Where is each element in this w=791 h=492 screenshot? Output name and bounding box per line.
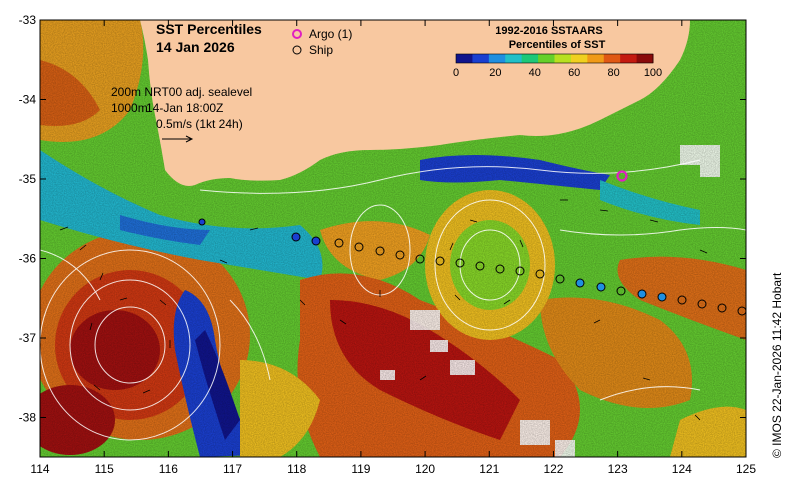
map-frame [39, 19, 747, 458]
y-tick-label: -35 [19, 172, 37, 186]
y-tick-label: -38 [19, 411, 37, 425]
ship-position [435, 256, 445, 266]
ship-position [697, 299, 707, 309]
ship-position [334, 238, 344, 248]
x-tick-label: 114 [30, 462, 49, 476]
colorbar-swatch [505, 54, 523, 63]
x-tick-label: 115 [95, 462, 114, 476]
ship-position [375, 246, 385, 256]
ship-position [575, 278, 585, 288]
ship-position [717, 303, 727, 313]
x-tick-label: 120 [415, 462, 435, 476]
colorbar-ticks: 0 20 40 60 80 100 [453, 67, 662, 79]
ship-position [291, 232, 301, 242]
colorbar-swatch [603, 54, 621, 63]
x-axis: 114 115 116 117 118 119 120 121 122 123 124 125 [30, 20, 756, 476]
colorbar-tick-label: 40 [529, 67, 541, 79]
map-title: SST Percentiles [156, 21, 262, 37]
colorbar-tick-label: 80 [607, 67, 619, 79]
colorbar-subtitle: Percentiles of SST [509, 39, 606, 51]
ship-position [535, 269, 545, 279]
current-vectors [59, 199, 708, 421]
x-tick-label: 123 [608, 462, 628, 476]
map-date: 14 Jan 2026 [156, 39, 235, 55]
ship-position [415, 254, 425, 264]
scale-arrow-icon [162, 135, 194, 143]
scale-note: 0.5m/s (1kt 24h) [156, 117, 243, 131]
ship-position [515, 266, 525, 276]
y-tick-label: -34 [19, 93, 37, 107]
credit-text: © IMOS 22-Jan-2026 11:42 Hobart [770, 272, 784, 458]
colorbar-swatch [636, 54, 654, 63]
colorbar-swatch [620, 54, 638, 63]
colorbar-swatch [587, 54, 605, 63]
y-tick-label: -37 [19, 331, 37, 345]
ship-track [198, 218, 746, 316]
x-tick-label: 125 [736, 462, 756, 476]
colorbar-title: 1992-2016 SSTAARS [495, 25, 602, 37]
colorbar-swatch [554, 54, 572, 63]
ship-position [637, 289, 647, 299]
ship-position [395, 250, 405, 260]
colorbar-frame [455, 53, 654, 64]
ship-position [198, 218, 206, 226]
colorbar-swatch [472, 54, 490, 63]
argo-legend-label: Argo (1) [309, 27, 352, 41]
colorbar-swatch [521, 54, 539, 63]
colorbar-tick-label: 100 [644, 67, 662, 79]
argo-legend-icon [292, 29, 302, 39]
colorbar-swatch [488, 54, 506, 63]
y-tick-label: -36 [19, 252, 37, 266]
colorbar-swatch [538, 54, 555, 63]
colorbar-tick-label: 20 [489, 67, 501, 79]
x-tick-label: 124 [672, 462, 692, 476]
time-note: 14-Jan 18:00Z [146, 101, 223, 115]
y-axis: -33 -34 -35 -36 -37 -38 [19, 13, 746, 425]
ship-legend-label: Ship [309, 43, 333, 57]
ship-position [555, 274, 565, 284]
ship-position [677, 295, 687, 305]
ship-position [455, 258, 465, 268]
x-tick-label: 117 [223, 462, 242, 476]
x-tick-label: 119 [351, 462, 370, 476]
ship-legend-icon [292, 45, 302, 55]
argo-float-marker [616, 170, 628, 182]
y-tick-label: -33 [19, 13, 37, 27]
ship-position [475, 261, 485, 271]
ship-position [737, 306, 746, 316]
colorbar-swatch [456, 54, 473, 63]
depth-note: 1000m [111, 101, 148, 115]
ship-position [596, 282, 606, 292]
ship-position [354, 242, 364, 252]
colorbar-tick-label: 0 [453, 67, 459, 79]
x-tick-label: 116 [159, 462, 178, 476]
contour-note: 200m NRT00 adj. sealevel [111, 85, 252, 99]
ship-position [495, 264, 505, 274]
ship-position [616, 286, 626, 296]
colorbar [455, 53, 654, 64]
ship-position [657, 292, 667, 302]
ship-position [311, 236, 321, 246]
x-tick-label: 121 [479, 462, 499, 476]
colorbar-tick-label: 60 [568, 67, 580, 79]
x-tick-label: 118 [287, 462, 306, 476]
x-tick-label: 122 [543, 462, 563, 476]
colorbar-swatch [570, 54, 588, 63]
